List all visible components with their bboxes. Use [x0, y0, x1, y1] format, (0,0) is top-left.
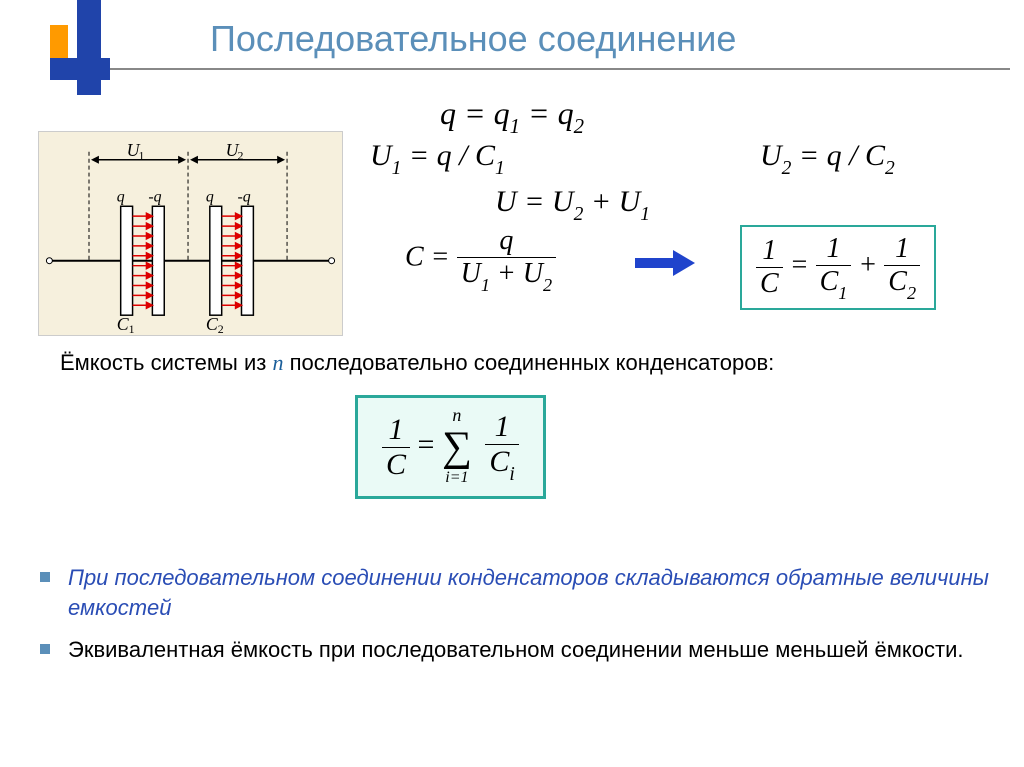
bullet-point-1: При последовательном соединении конденса… — [40, 563, 1000, 622]
svg-text:-q: -q — [148, 188, 161, 205]
svg-text:2: 2 — [238, 149, 244, 163]
blue-block-horizontal — [50, 58, 110, 80]
arrow-icon — [635, 250, 695, 276]
blue-block-vertical — [77, 0, 101, 95]
equation-q: q = q1 = q2 — [440, 95, 584, 137]
circuit-svg: U 1 U 2 q -q q -q C 1 C 2 — [39, 132, 342, 335]
header-ornament — [50, 0, 110, 95]
page-title: Последовательное соединение — [210, 18, 736, 60]
equation-u1: U1 = q / C1 — [370, 139, 505, 178]
bullet-icon — [40, 572, 50, 582]
svg-text:q: q — [206, 188, 214, 205]
title-underline — [110, 68, 1010, 70]
svg-text:1: 1 — [139, 149, 145, 163]
equation-u-sum: U = U2 + U1 — [495, 185, 650, 224]
svg-text:-q: -q — [238, 188, 251, 205]
equation-sum: 1C = n ∑ i=1 1Ci — [355, 395, 546, 499]
circuit-diagram: U 1 U 2 q -q q -q C 1 C 2 — [38, 131, 343, 336]
equation-inverse-c: 1C = 1C1 + 1C2 — [740, 225, 936, 310]
equation-u2: U2 = q / C2 — [760, 139, 895, 178]
equation-c-fraction: C = q U1 + U2 — [405, 225, 556, 294]
text-capacity-n: Ёмкость системы из n последовательно сое… — [60, 350, 774, 376]
bullet-text-1: При последовательном соединении конденса… — [68, 563, 1000, 622]
bullet-icon — [40, 644, 50, 654]
bullet-text-2: Эквивалентная ёмкость при последовательн… — [68, 635, 963, 665]
svg-text:1: 1 — [129, 322, 135, 335]
svg-text:q: q — [117, 188, 125, 205]
bullet-point-2: Эквивалентная ёмкость при последовательн… — [40, 635, 1000, 665]
svg-text:2: 2 — [218, 322, 224, 335]
